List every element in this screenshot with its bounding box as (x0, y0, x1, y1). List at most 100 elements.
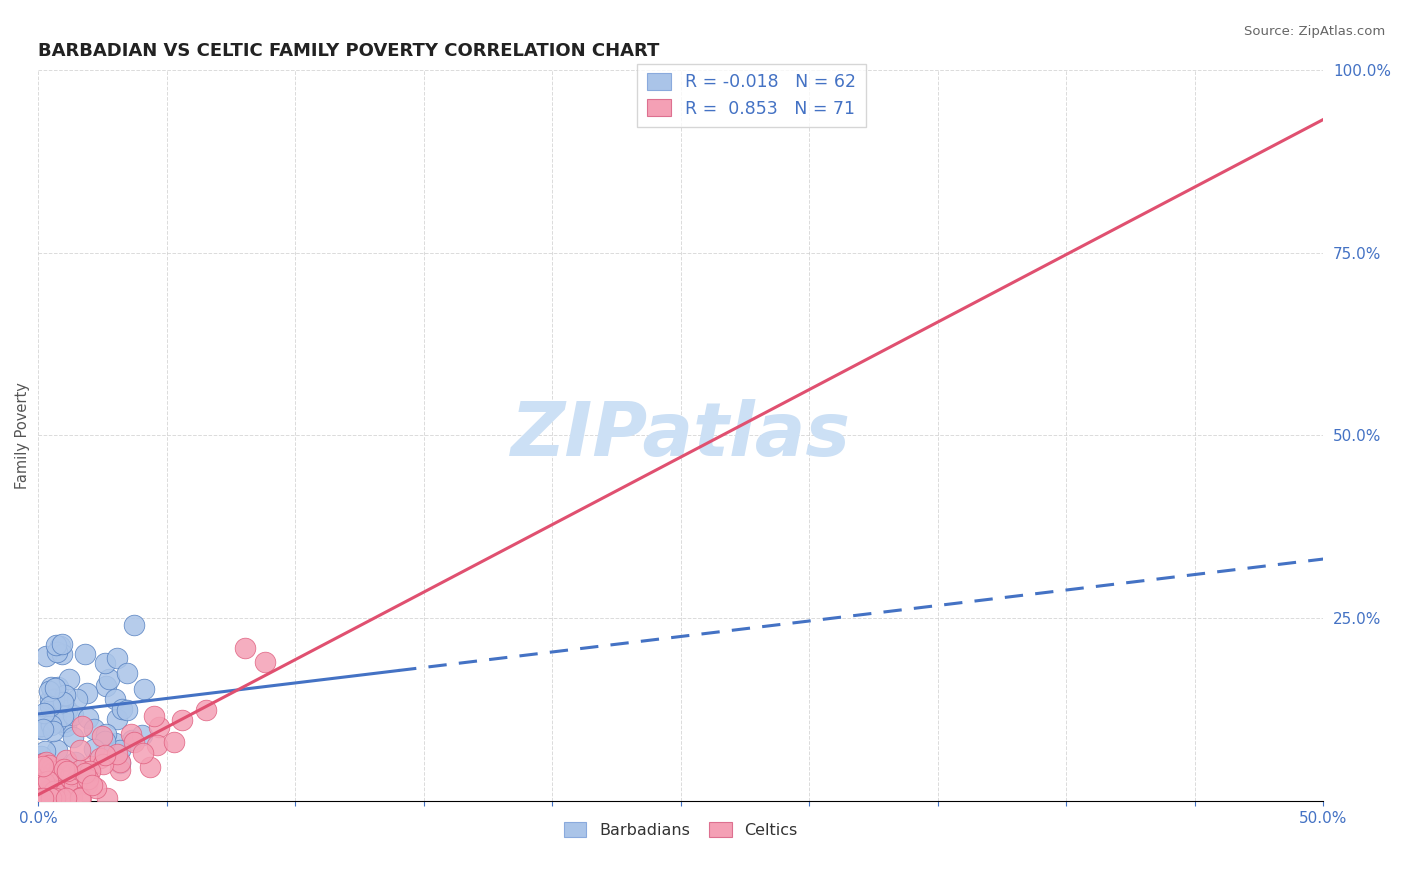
Point (30, 718, 52, 732)
Point (30, 776, 52, 790)
Point (120, 727, 142, 741)
Point (52, 762, 75, 776)
Point (30, 790, 52, 805)
Point (55, 790, 77, 805)
Point (31, 790, 53, 805)
Point (37, 787, 59, 801)
Point (30, 718, 52, 732)
Point (38, 757, 60, 772)
Point (75, 765, 97, 780)
Point (132, 746, 155, 760)
Point (134, 682, 156, 697)
Point (48, 762, 70, 776)
Point (49, 790, 72, 805)
Point (30, 780, 52, 795)
Point (70, 789, 93, 804)
Point (51, 637, 73, 651)
Point (91, 756, 114, 771)
Point (31, 757, 53, 772)
Point (83, 742, 105, 756)
Point (38, 693, 60, 707)
Point (108, 755, 131, 769)
Point (37, 774, 59, 789)
Text: ZIPatlas: ZIPatlas (510, 399, 851, 472)
Point (79, 764, 101, 779)
Text: Source: ZipAtlas.com: Source: ZipAtlas.com (1244, 25, 1385, 38)
Point (44, 681, 66, 696)
Point (34, 706, 56, 720)
Point (48, 789, 70, 804)
Point (38, 684, 60, 698)
Point (51, 647, 73, 661)
Point (76, 772, 98, 786)
Point (45, 786, 67, 800)
Point (34, 790, 56, 805)
Point (94, 656, 117, 670)
Point (32, 756, 55, 771)
Point (46, 742, 69, 756)
Point (62, 731, 84, 745)
Point (37, 783, 59, 797)
Point (111, 702, 134, 716)
Point (66, 691, 89, 706)
Point (105, 713, 128, 727)
Point (52, 782, 75, 797)
Point (32, 778, 55, 792)
Legend: Barbadians, Celtics: Barbadians, Celtics (558, 815, 804, 845)
Point (45, 638, 67, 652)
Point (94, 679, 117, 693)
Point (52, 695, 75, 709)
Point (131, 727, 153, 741)
Point (93, 747, 115, 762)
Point (39, 790, 62, 805)
Point (53, 688, 76, 702)
Point (235, 640, 257, 655)
Point (96, 790, 118, 805)
Point (110, 763, 132, 777)
Point (49, 790, 72, 805)
Point (115, 666, 138, 681)
Point (30, 770, 52, 784)
Point (162, 735, 184, 749)
Point (32, 790, 55, 805)
Point (69, 763, 91, 777)
Point (195, 703, 218, 717)
Point (35, 764, 58, 779)
Point (79, 759, 101, 773)
Point (93, 734, 115, 748)
Point (41, 790, 63, 805)
Point (56, 703, 79, 717)
Point (115, 703, 138, 717)
Point (108, 743, 131, 757)
Point (41, 724, 63, 739)
Point (80, 778, 103, 792)
Point (139, 760, 162, 774)
Point (148, 720, 170, 734)
Point (89, 750, 111, 764)
Point (44, 790, 66, 805)
Point (77, 711, 100, 725)
Point (62, 778, 84, 792)
Point (39, 718, 62, 732)
Point (55, 784, 77, 798)
Point (56, 764, 79, 778)
Point (30, 778, 52, 792)
Point (143, 708, 166, 723)
Point (172, 713, 194, 727)
Point (253, 655, 276, 669)
Point (42, 788, 65, 802)
Point (42, 691, 65, 706)
Point (108, 756, 131, 770)
Point (32, 758, 55, 772)
Point (60, 789, 83, 804)
Point (59, 766, 82, 780)
Point (55, 753, 77, 767)
Point (104, 691, 127, 706)
Point (42, 790, 65, 805)
Point (49, 639, 72, 653)
Point (121, 732, 143, 747)
Point (84, 781, 107, 796)
Point (69, 742, 91, 756)
Point (69, 790, 91, 805)
Point (145, 738, 167, 752)
